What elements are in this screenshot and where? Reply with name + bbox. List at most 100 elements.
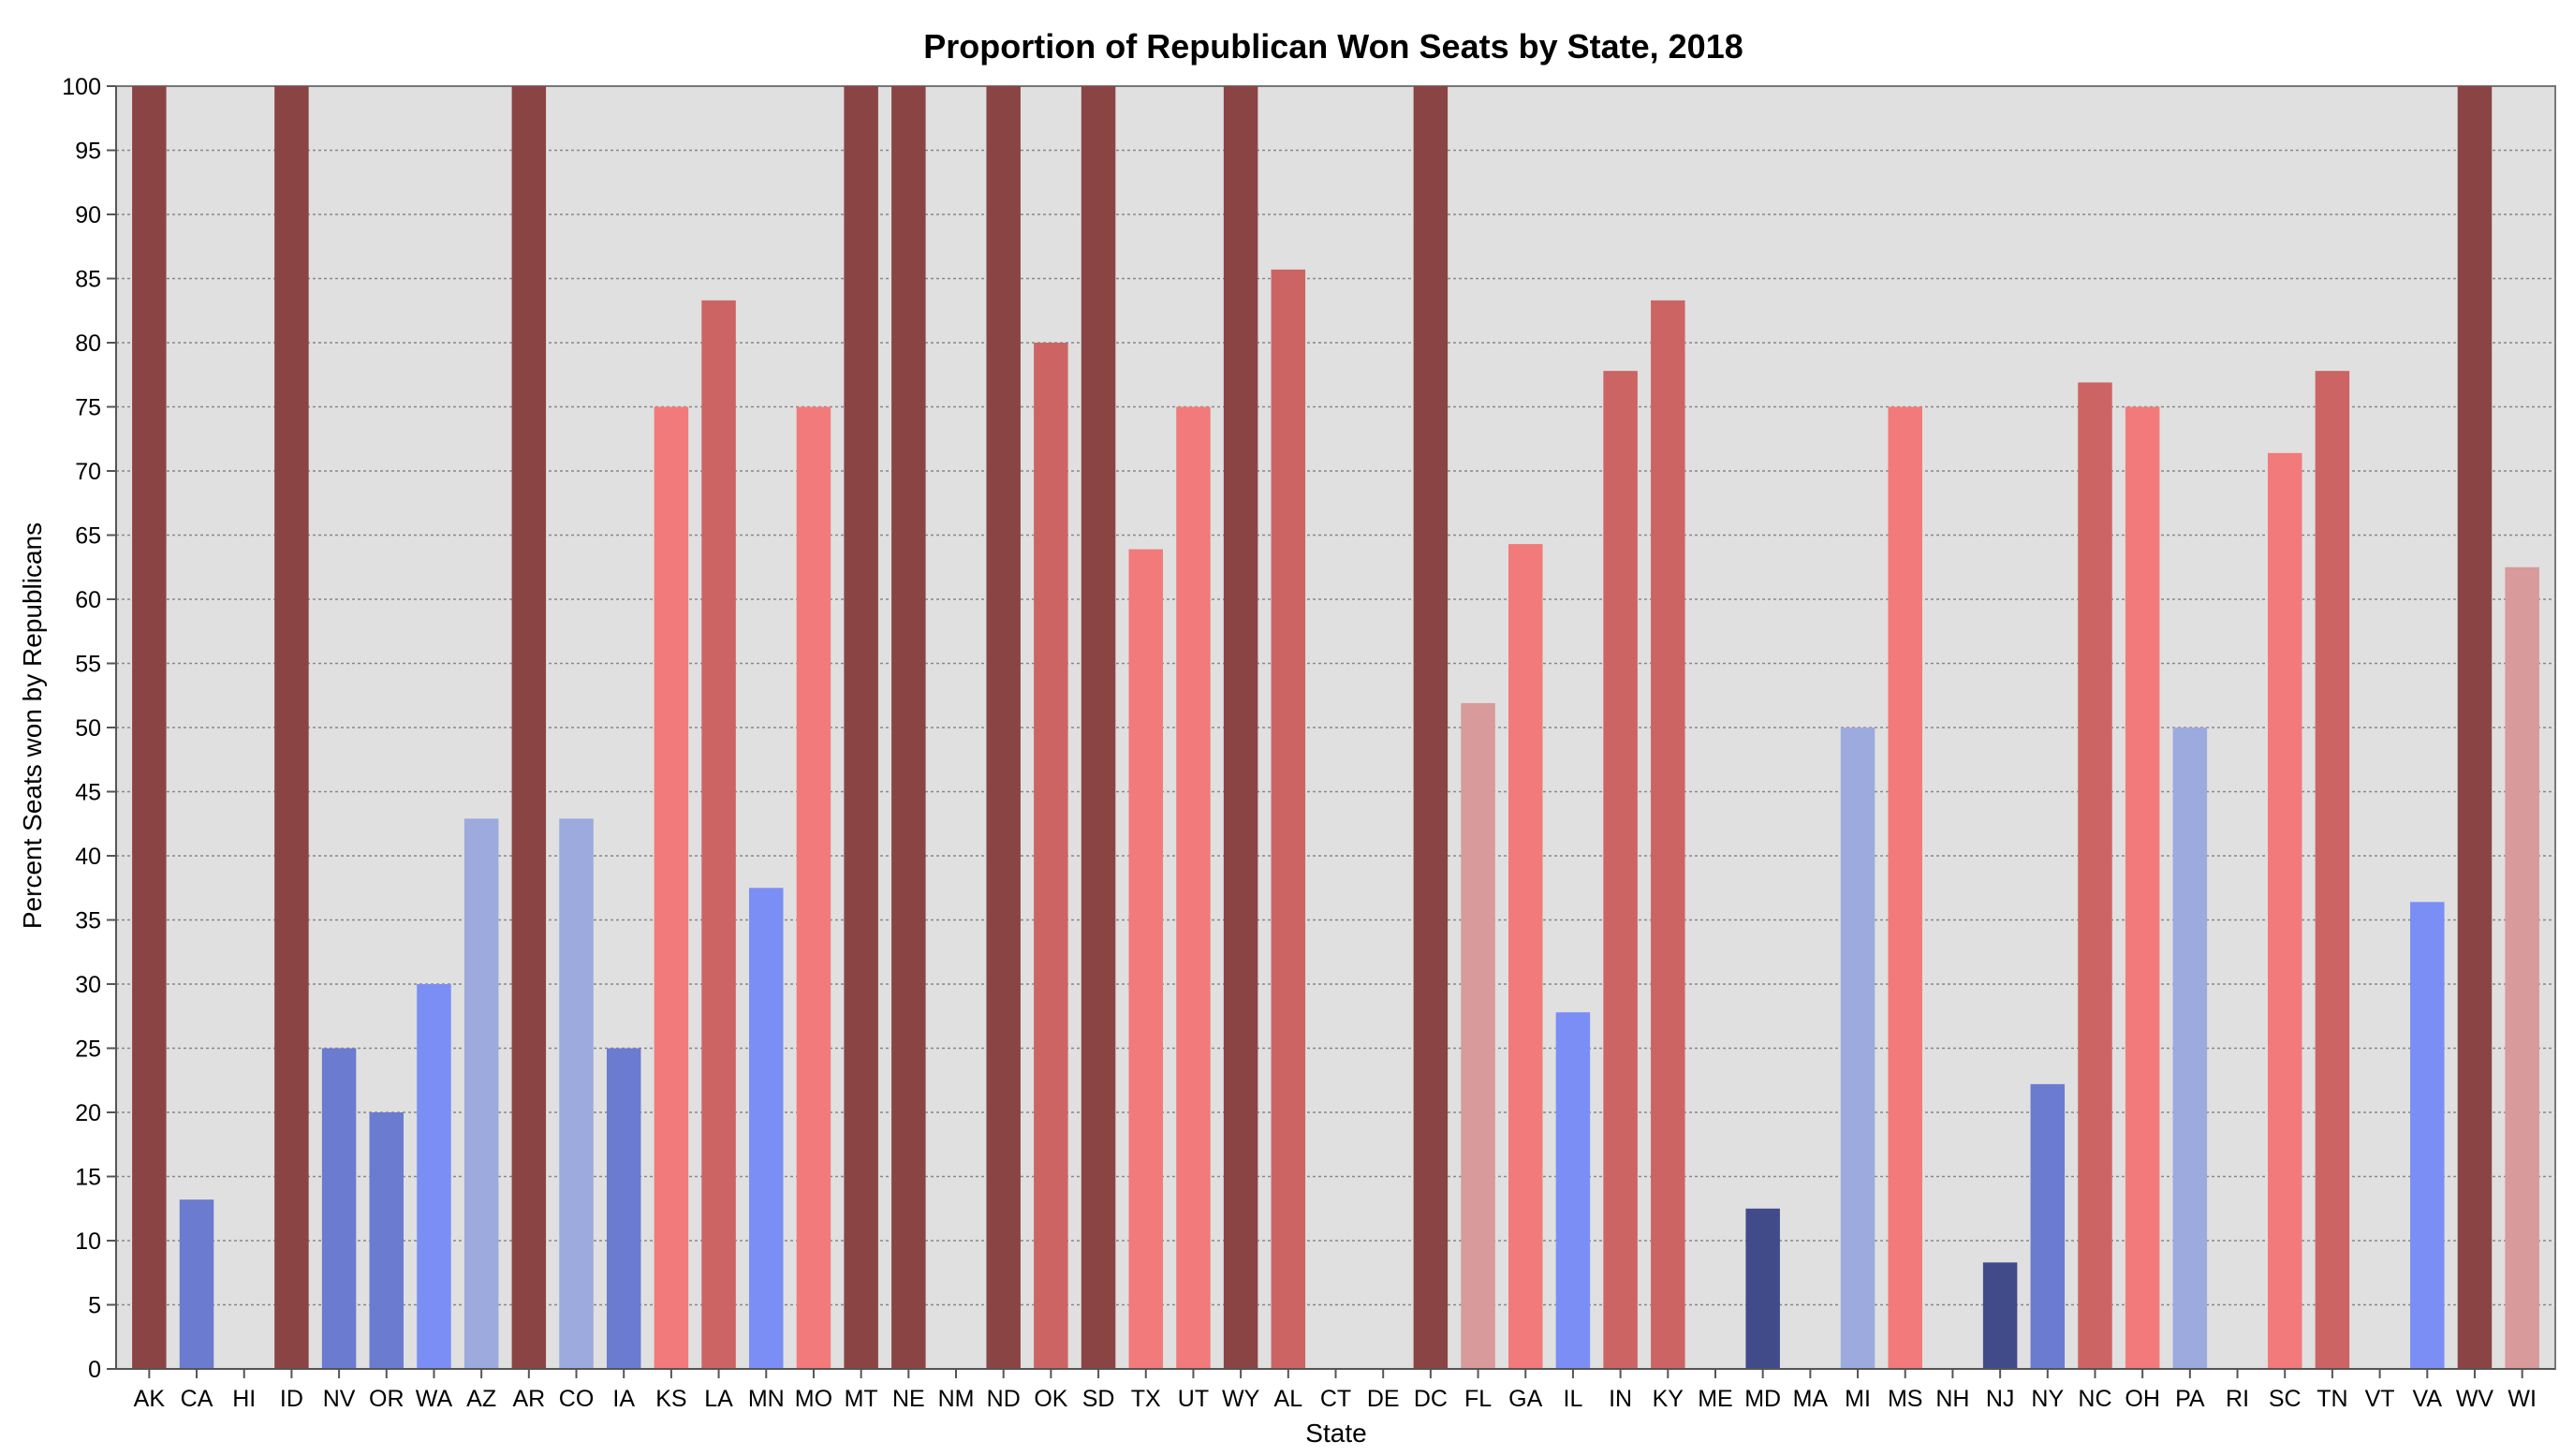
x-tick-label: AR (512, 1386, 545, 1412)
x-tick-label: WV (2456, 1386, 2494, 1412)
x-tick-label: NH (1935, 1386, 1969, 1412)
y-tick-label: 50 (75, 715, 101, 742)
x-axis-label: State (1305, 1419, 1366, 1448)
bar-dc (1413, 86, 1449, 1369)
x-tick-label: KY (1653, 1386, 1684, 1412)
y-tick-label: 30 (75, 972, 101, 998)
x-tick-label: DC (1414, 1386, 1448, 1412)
chart-title: Proportion of Republican Won Seats by St… (923, 27, 1743, 66)
bar-ut (1176, 406, 1211, 1369)
x-tick-label: VA (2413, 1386, 2443, 1412)
x-tick-label: MN (748, 1386, 785, 1412)
bar-mi (1840, 728, 1875, 1369)
x-tick-label: SD (1082, 1386, 1115, 1412)
bar-oh (2125, 406, 2160, 1369)
bar-ne (891, 86, 926, 1369)
bar-ca (179, 1199, 214, 1369)
y-tick-label: 70 (75, 459, 101, 485)
x-tick-label: MS (1888, 1386, 1923, 1412)
x-axis-ticks: AK CA HI ID NV OR WA AZ AR CO IA KS LA MN MO MT NE NM ND OK… (134, 1369, 2537, 1412)
bar-ny (2030, 1083, 2066, 1369)
x-tick-label: OR (369, 1386, 404, 1412)
bar-id (274, 86, 309, 1369)
x-tick-label: DE (1367, 1386, 1400, 1412)
bar-ar (511, 86, 547, 1369)
bar-tx (1128, 549, 1164, 1369)
x-tick-label: TN (2317, 1386, 2347, 1412)
bar-pa (2172, 728, 2208, 1369)
x-tick-label: OK (1034, 1386, 1067, 1412)
x-tick-label: MT (845, 1386, 878, 1412)
bar-ks (654, 406, 689, 1369)
bar-wa (417, 984, 451, 1369)
x-tick-label: MI (1845, 1386, 1871, 1412)
bar-nc (2078, 382, 2112, 1370)
bar-nv (321, 1048, 357, 1369)
x-tick-label: RI (2226, 1386, 2249, 1412)
bar-ok (1034, 343, 1068, 1369)
bar-sc (2267, 452, 2302, 1369)
x-tick-label: ME (1698, 1386, 1733, 1412)
x-tick-label: IA (612, 1386, 635, 1412)
x-tick-label: NE (892, 1386, 925, 1412)
y-tick-label: 80 (75, 331, 101, 357)
bar-va (2410, 902, 2445, 1369)
x-tick-label: LA (704, 1386, 733, 1412)
y-tick-label: 40 (75, 844, 101, 870)
x-tick-label: MA (1793, 1386, 1829, 1412)
x-tick-label: TX (1131, 1386, 1161, 1412)
y-tick-label: 75 (75, 395, 101, 421)
bar-sd (1081, 86, 1116, 1369)
x-tick-label: IN (1609, 1386, 1632, 1412)
y-tick-label: 100 (62, 74, 101, 100)
x-tick-label: AZ (466, 1386, 496, 1412)
x-tick-label: PA (2175, 1386, 2205, 1412)
bar-la (701, 300, 736, 1369)
x-tick-label: SC (2269, 1386, 2302, 1412)
bar-md (1745, 1208, 1780, 1369)
bar-ky (1651, 300, 1685, 1369)
x-tick-label: CO (559, 1386, 595, 1412)
y-tick-label: 60 (75, 587, 101, 613)
bar-mo (796, 406, 831, 1369)
bar-fl (1461, 702, 1495, 1369)
bar-co (559, 818, 594, 1369)
bar-ak (132, 86, 167, 1369)
y-tick-label: 10 (75, 1228, 101, 1255)
bar-nj (1982, 1262, 2018, 1369)
bar-wy (1223, 86, 1258, 1369)
x-tick-label: VT (2365, 1386, 2395, 1412)
bar-ga (1508, 544, 1543, 1369)
bar-ia (606, 1048, 641, 1369)
bar-wi (2505, 566, 2539, 1369)
x-tick-label: NM (938, 1386, 975, 1412)
y-tick-label: 5 (88, 1293, 101, 1319)
bar-tn (2315, 371, 2350, 1369)
x-tick-label: AL (1274, 1386, 1303, 1412)
x-tick-label: HI (232, 1386, 256, 1412)
bar-series (132, 86, 2539, 1370)
bar-wv (2457, 86, 2493, 1369)
y-axis-ticks: 0 5 10 15 20 25 30 35 40 45 50 55 60 65 70 75 80 85 90 95 10… (62, 74, 116, 1383)
x-tick-label: AK (134, 1386, 166, 1412)
y-tick-label: 95 (75, 139, 101, 165)
y-tick-label: 0 (88, 1357, 101, 1383)
bar-or (369, 1112, 404, 1369)
y-tick-label: 85 (75, 267, 101, 293)
x-tick-label: WI (2508, 1386, 2537, 1412)
y-tick-label: 65 (75, 523, 101, 550)
bar-mt (844, 86, 878, 1369)
x-tick-label: GA (1508, 1386, 1542, 1412)
bar-nd (986, 86, 1021, 1369)
x-tick-label: CT (1320, 1386, 1351, 1412)
x-tick-label: WY (1222, 1386, 1260, 1412)
y-tick-label: 55 (75, 652, 101, 678)
bar-al (1271, 269, 1306, 1369)
y-tick-label: 35 (75, 908, 101, 934)
x-tick-label: MD (1744, 1386, 1781, 1412)
x-tick-label: WA (416, 1386, 453, 1412)
x-tick-label: OH (2125, 1386, 2160, 1412)
x-tick-label: NC (2078, 1386, 2111, 1412)
x-tick-label: IL (1564, 1386, 1583, 1412)
